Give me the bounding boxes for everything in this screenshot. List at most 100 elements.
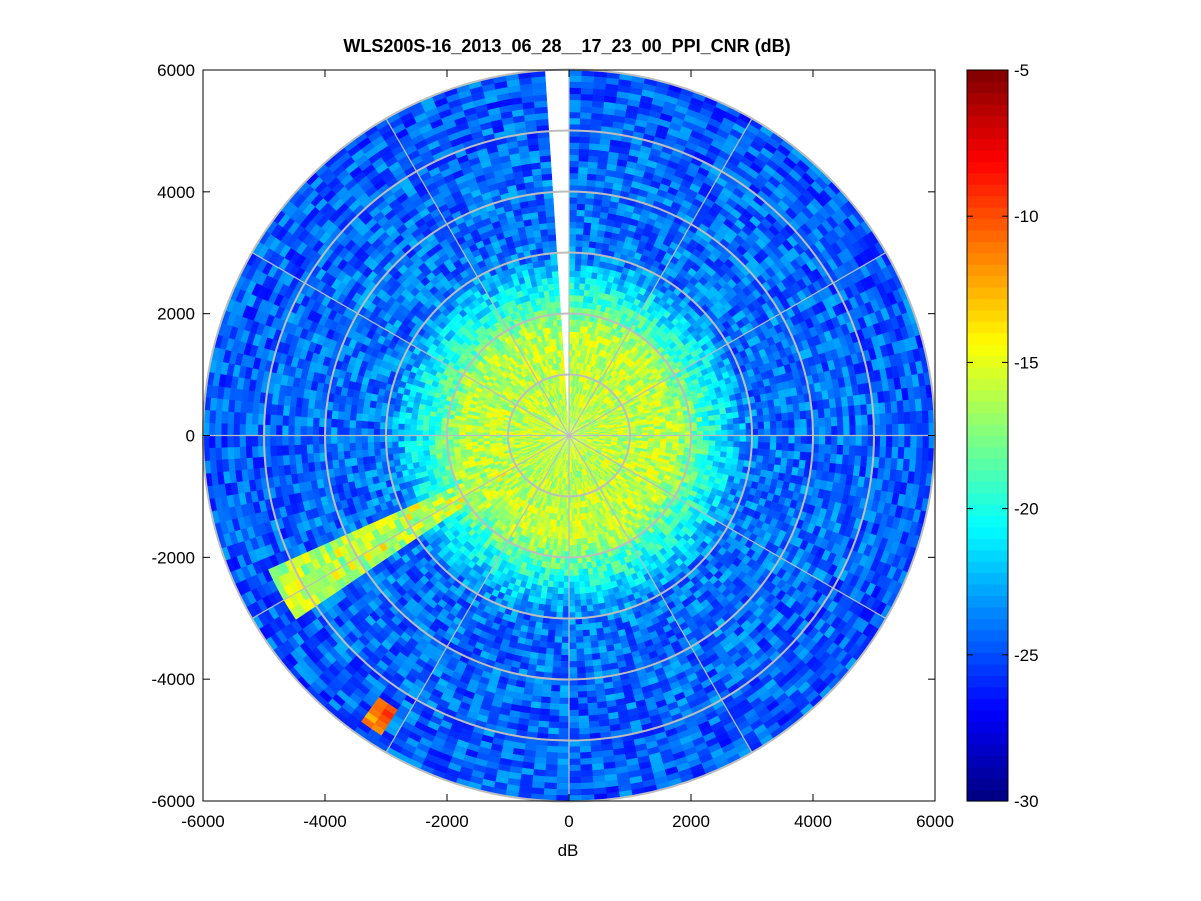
- cnr-cell: [522, 461, 529, 467]
- cnr-cell: [549, 345, 555, 352]
- cnr-cell: [632, 469, 640, 476]
- cnr-cell: [542, 456, 548, 462]
- cnr-cell: [534, 446, 542, 451]
- cnr-cell: [549, 419, 555, 425]
- cnr-cell: [578, 450, 583, 457]
- cnr-cell: [581, 417, 587, 423]
- cnr-cell: [498, 453, 506, 459]
- cnr-cell: [532, 393, 538, 400]
- cnr-cell: [581, 525, 586, 533]
- cnr-cell: [604, 443, 612, 447]
- cnr-cell: [636, 475, 644, 482]
- cnr-cell: [596, 420, 604, 425]
- cnr-cell: [479, 392, 487, 399]
- cnr-cell: [537, 348, 543, 356]
- cnr-cell: [571, 411, 574, 418]
- cnr-cell: [548, 420, 555, 426]
- cnr-cell: [614, 372, 621, 380]
- cnr-cell: [589, 378, 595, 386]
- cnr-cell: [655, 386, 663, 394]
- cnr-cell: [576, 451, 580, 459]
- cnr-cell: [623, 490, 631, 498]
- cnr-cell: [533, 472, 539, 479]
- cnr-cell: [507, 460, 515, 465]
- cnr-cell: [576, 399, 580, 407]
- cnr-cell: [604, 483, 611, 491]
- cnr-cell: [546, 377, 551, 385]
- cnr-cell: [536, 354, 543, 362]
- cnr-cell: [619, 456, 626, 461]
- cnr-cell: [541, 401, 547, 408]
- cnr-cell: [495, 430, 503, 434]
- cnr-cell: [571, 424, 575, 430]
- cnr-cell: [629, 380, 637, 387]
- cnr-cell: [575, 452, 579, 459]
- cnr-cell: [573, 496, 576, 503]
- cnr-cell: [611, 493, 618, 501]
- cnr-cell: [546, 384, 551, 391]
- cnr-cell: [618, 469, 625, 476]
- cnr-cell: [574, 412, 578, 419]
- cnr-cell: [543, 399, 549, 406]
- cnr-cell: [586, 405, 592, 412]
- cnr-cell: [506, 480, 513, 487]
- cnr-cell: [603, 420, 610, 425]
- cnr-cell: [482, 464, 490, 470]
- cnr-cell: [617, 394, 624, 400]
- cnr-cell: [532, 343, 539, 351]
- cnr-cell: [586, 426, 593, 430]
- cnr-cell: [583, 454, 588, 461]
- cnr-cell: [536, 397, 542, 404]
- cnr-cell: [660, 425, 667, 430]
- cnr-cell: [536, 495, 542, 503]
- cnr-cell: [574, 459, 578, 466]
- cnr-cell: [559, 405, 563, 413]
- cnr-cell: [613, 491, 621, 499]
- cnr-cell: [564, 423, 567, 430]
- cnr-cell: [554, 469, 558, 477]
- cnr-cell: [541, 420, 548, 425]
- cnr-cell: [605, 431, 612, 434]
- cnr-cell: [620, 452, 628, 457]
- cnr-cell: [551, 409, 557, 416]
- cnr-cell: [646, 383, 654, 391]
- cnr-cell: [609, 347, 616, 355]
- cnr-cell: [562, 600, 569, 607]
- cnr-cell: [578, 424, 585, 429]
- cnr-cell: [573, 587, 581, 595]
- cnr-cell: [590, 409, 596, 415]
- cnr-cell: [495, 432, 502, 436]
- cnr-cell: [531, 471, 538, 478]
- cnr-cell: [529, 449, 536, 453]
- cnr-cell: [623, 437, 631, 440]
- cnr-cell: [592, 454, 599, 460]
- cnr-cell: [542, 510, 548, 518]
- cnr-cell: [499, 458, 507, 463]
- cnr-cell: [604, 491, 611, 498]
- cnr-cell: [548, 364, 554, 371]
- cnr-cell: [579, 394, 583, 401]
- cnr-cell: [523, 451, 530, 456]
- cnr-cell: [563, 417, 567, 424]
- cnr-cell: [620, 414, 628, 419]
- cnr-cell: [571, 362, 575, 369]
- cnr-cell: [569, 453, 571, 461]
- cnr-cell: [574, 489, 578, 497]
- cnr-cell: [639, 450, 647, 456]
- cnr-cell: [558, 406, 562, 413]
- cnr-cell: [597, 444, 605, 449]
- cnr-cell: [658, 415, 666, 420]
- cnr-cell: [501, 432, 508, 436]
- cnr-cell: [572, 425, 578, 431]
- cnr-cell: [599, 431, 606, 434]
- cnr-cell: [628, 446, 636, 450]
- cnr-cell: [652, 469, 660, 476]
- cnr-cell: [645, 395, 653, 402]
- cnr-cell: [531, 402, 538, 409]
- cnr-cell: [631, 482, 639, 489]
- cnr-cell: [577, 444, 583, 449]
- cnr-cell: [574, 452, 578, 459]
- cnr-cell: [505, 410, 513, 415]
- cnr-cell: [486, 408, 494, 414]
- cnr-cell: [630, 405, 638, 411]
